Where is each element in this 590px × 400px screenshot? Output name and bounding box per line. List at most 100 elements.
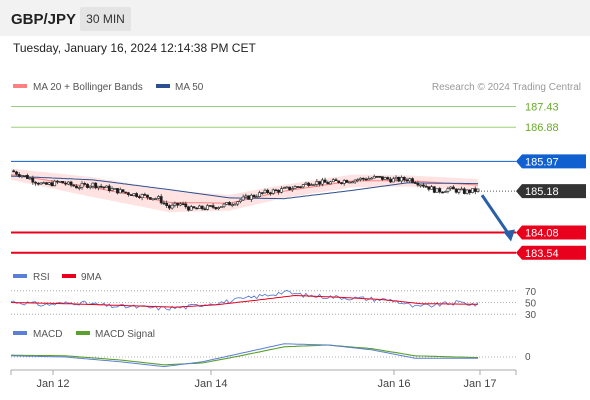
x-tick-label: Jan 12 xyxy=(36,378,69,390)
candle-body xyxy=(91,182,95,187)
copyright: Research © 2024 Trading Central xyxy=(432,82,581,93)
ma20-legend-swatch xyxy=(13,84,27,88)
candle-body xyxy=(293,186,297,189)
candle-body xyxy=(451,186,455,190)
bollinger-band xyxy=(11,168,478,213)
pair-title: GBP/JPY xyxy=(11,11,76,28)
candle-body xyxy=(443,191,447,193)
candle-body xyxy=(34,181,38,184)
candle-body xyxy=(323,179,327,183)
candle-body xyxy=(468,189,472,193)
candle-body xyxy=(334,179,338,181)
macd-line xyxy=(10,343,478,368)
candle-body xyxy=(72,184,76,187)
candle-body xyxy=(361,177,365,180)
candle-body xyxy=(61,181,65,184)
candle-body xyxy=(157,196,160,199)
candle-body xyxy=(121,189,125,193)
candle-body xyxy=(214,207,218,210)
candle-body xyxy=(140,194,144,198)
candle-body xyxy=(454,188,458,193)
candle-body xyxy=(378,176,382,178)
candle-body xyxy=(471,188,474,193)
support-label: 184.08 xyxy=(525,227,559,239)
candle-body xyxy=(105,185,109,188)
candle-body xyxy=(320,179,324,185)
macd-tick-label: 0 xyxy=(525,352,531,363)
candle-body xyxy=(386,177,390,180)
projection-arrow-head xyxy=(503,229,515,242)
macd-panel: 0 xyxy=(10,343,531,368)
candle-body xyxy=(331,179,335,183)
candle-body xyxy=(419,184,423,187)
candle-body xyxy=(318,181,322,185)
candle-body xyxy=(42,182,46,184)
candle-body xyxy=(304,182,308,185)
candle-body xyxy=(173,202,177,206)
timeframe-badge[interactable] xyxy=(80,7,131,31)
resistance-label: 187.43 xyxy=(525,102,559,114)
candle-body xyxy=(274,189,278,192)
candle-body xyxy=(342,180,346,184)
x-axis: Jan 12 Jan 14 Jan 16 Jan 17 xyxy=(10,369,517,390)
candle-body xyxy=(263,189,267,194)
candle-body xyxy=(315,181,319,185)
candle-body xyxy=(301,184,305,188)
candle-body xyxy=(39,182,43,185)
candle-body xyxy=(195,207,199,210)
candle-body xyxy=(408,178,412,182)
macd-legend-label: MACD xyxy=(33,329,62,340)
candle-body xyxy=(394,177,398,180)
candle-body xyxy=(380,176,384,180)
candle-body xyxy=(94,182,98,189)
candle-body xyxy=(31,177,35,183)
candle-body xyxy=(247,195,251,200)
candle-body xyxy=(146,194,149,198)
candle-body xyxy=(348,181,352,184)
candle-body xyxy=(326,182,330,185)
candle-body xyxy=(405,179,409,182)
projection-arrow-shaft xyxy=(480,194,511,236)
macd-legend-swatch xyxy=(13,331,27,335)
candle-body xyxy=(350,181,354,184)
candle-body xyxy=(236,201,240,205)
candle-body xyxy=(80,183,84,188)
candle-body xyxy=(148,197,152,200)
candle-body xyxy=(176,202,180,206)
candle-body xyxy=(244,195,248,198)
candle-body xyxy=(462,188,466,194)
candle-body xyxy=(69,181,73,186)
candle-body xyxy=(364,178,368,181)
candle-body xyxy=(135,193,139,198)
candle-body xyxy=(55,180,59,183)
candle-body xyxy=(88,185,92,188)
timestamp: Tuesday, January 16, 2024 12:14:38 PM CE… xyxy=(13,41,256,55)
candle-body xyxy=(397,177,401,182)
candle-body xyxy=(375,176,379,178)
candle-body xyxy=(400,177,403,182)
candle-body xyxy=(127,192,130,195)
ma20-legend-label: MA 20 + Bollinger Bands xyxy=(33,82,143,93)
candle-body xyxy=(309,184,313,186)
rsi-legend-swatch xyxy=(13,274,27,278)
candle-body xyxy=(370,177,373,180)
candle-body xyxy=(189,206,193,211)
candle-body xyxy=(290,188,294,191)
candle-body xyxy=(86,183,89,188)
x-tick-label: Jan 17 xyxy=(463,378,496,390)
candle-body xyxy=(340,182,343,184)
ma9-legend-label: 9MA xyxy=(81,272,102,283)
candle-body xyxy=(249,194,253,200)
candle-body xyxy=(268,192,272,194)
candle-body xyxy=(36,182,40,185)
candle-body xyxy=(50,182,54,187)
candle-body xyxy=(77,187,81,189)
candle-body xyxy=(329,181,332,185)
timeframe-label: 30 MIN xyxy=(86,12,125,26)
candle-body xyxy=(209,205,212,207)
candle-body xyxy=(47,182,51,185)
candle-body xyxy=(165,202,169,206)
candle-body xyxy=(296,186,300,188)
macd-signal-legend-swatch xyxy=(76,331,90,335)
candle-body xyxy=(25,175,29,179)
